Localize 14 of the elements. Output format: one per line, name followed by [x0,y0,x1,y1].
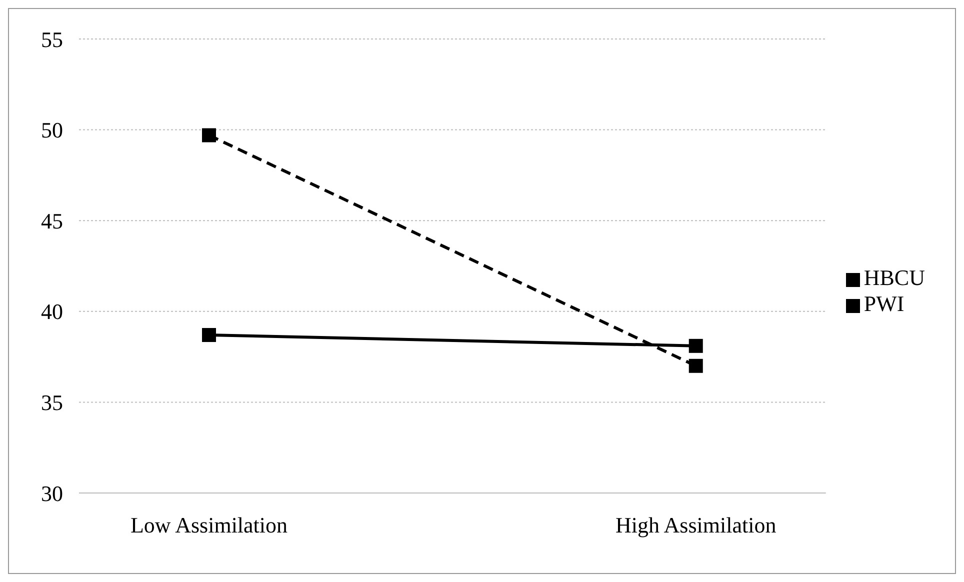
point [202,128,216,142]
y-tick-label: 55 [41,26,63,52]
y-tick-label: 35 [41,390,63,416]
point [202,328,216,342]
y-tick-label: 45 [41,208,63,234]
legend-label: HBCU [864,265,925,290]
y-tick-label: 30 [41,480,63,506]
y-tick-label: 40 [41,299,63,324]
x-tick-label: Low Assimilation [130,512,288,538]
legend-label: PWI [864,291,904,316]
point [688,358,703,373]
point [688,338,703,353]
x-tick-label: High Assimilation [616,512,776,538]
y-tick-label: 50 [41,118,63,143]
